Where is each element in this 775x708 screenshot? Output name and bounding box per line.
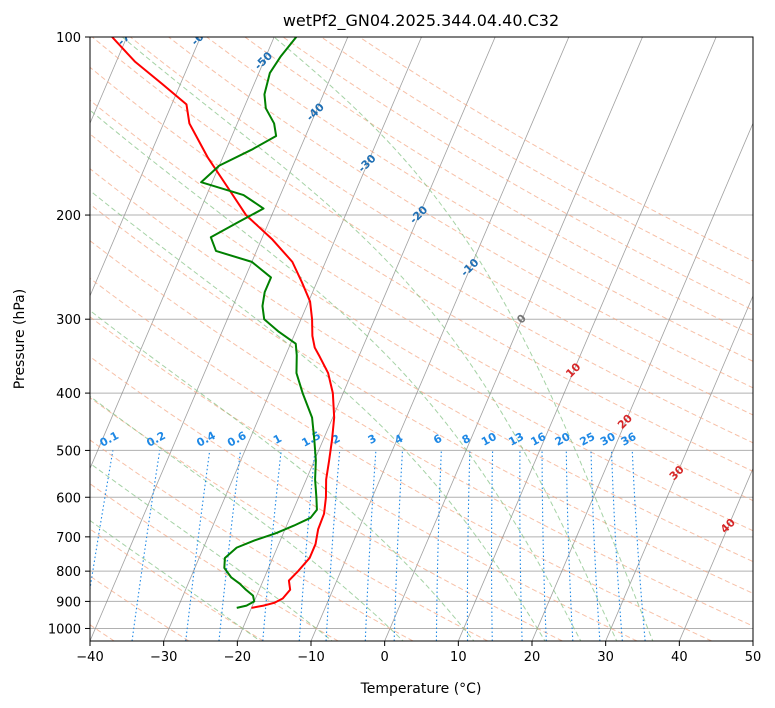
y-tick-label: 700 — [56, 531, 81, 546]
dry-adiabat — [90, 168, 753, 563]
dry-adiabat — [90, 66, 753, 472]
x-tick-label: −30 — [150, 650, 177, 665]
isotherm--60 — [90, 37, 201, 297]
dry-adiabat — [90, 203, 753, 594]
plot-area: 0.10.20.40.611.52346810131620253036-100-… — [90, 25, 753, 641]
x-tick-label: −40 — [76, 650, 103, 665]
x-tick-label: −20 — [224, 650, 251, 665]
moist-adiabat — [90, 462, 333, 641]
y-tick-label: 600 — [56, 491, 81, 506]
isotherm-20 — [531, 122, 753, 641]
mixing-ratio-line — [90, 450, 114, 593]
isotherm-label: -70 — [115, 25, 138, 48]
y-tick-label: 800 — [56, 565, 81, 580]
moist-adiabat — [121, 37, 618, 641]
y-tick-label: 1000 — [48, 622, 81, 637]
y-tick-label: 300 — [56, 313, 81, 328]
y-axis-label: Pressure (hPa) — [12, 289, 28, 389]
x-tick-label: 10 — [450, 650, 467, 665]
temperature-trace — [111, 37, 336, 609]
y-tick-label: 200 — [56, 209, 81, 224]
isotherm--30 — [163, 37, 422, 641]
moist-adiabat — [90, 190, 546, 641]
isotherm-30 — [605, 294, 753, 641]
x-tick-label: 40 — [671, 650, 688, 665]
mixing-ratio-label: 10 — [479, 430, 499, 449]
mixing-ratio-label: 25 — [578, 430, 598, 449]
dry-adiabat — [320, 37, 753, 286]
isotherm--40 — [90, 37, 349, 641]
mixing-ratio-label: 20 — [553, 430, 573, 449]
mixing-ratio-label: 36 — [619, 430, 639, 449]
y-tick-label: 100 — [56, 31, 81, 46]
dry-adiabat — [90, 277, 712, 641]
moist-adiabat — [273, 37, 654, 641]
dry-adiabat — [90, 439, 414, 641]
isotherm-0 — [384, 37, 643, 641]
dry-adiabat — [90, 483, 339, 641]
x-tick-label: 20 — [524, 650, 541, 665]
x-tick-label: 0 — [381, 650, 389, 665]
mixing-ratio-label: 16 — [529, 430, 549, 449]
isotherm-10 — [457, 37, 717, 641]
x-tick-label: 30 — [597, 650, 614, 665]
moist-adiabat — [90, 519, 262, 641]
y-tick-label: 900 — [56, 595, 81, 610]
mixing-ratio-line — [185, 450, 211, 641]
dry-adiabat — [90, 240, 753, 627]
dry-adiabat — [244, 37, 753, 336]
dry-adiabat — [90, 133, 753, 532]
isotherm--20 — [236, 37, 496, 641]
dry-adiabat — [90, 528, 264, 641]
dewpoint-trace — [200, 37, 318, 609]
moist-adiabat — [90, 109, 582, 641]
chart-title: wetPf2_GN04.2025.344.04.40.C32 — [283, 11, 559, 31]
isotherm-40 — [678, 467, 753, 641]
dry-adiabat — [206, 37, 753, 362]
plot-frame — [89, 36, 754, 642]
mixing-ratio-label: 13 — [506, 430, 526, 449]
dry-adiabat — [90, 99, 753, 502]
mixing-ratio-label: 30 — [598, 430, 618, 449]
moist-adiabat — [90, 309, 475, 641]
isotherm--50 — [90, 37, 275, 470]
x-tick-label: 50 — [745, 650, 762, 665]
isotherm-label: -60 — [189, 25, 212, 48]
mixing-ratio-line — [131, 450, 161, 641]
y-tick-label: 500 — [56, 444, 81, 459]
x-axis-label: Temperature (°C) — [360, 681, 482, 697]
dry-adiabat — [130, 37, 753, 416]
dry-adiabat — [359, 37, 753, 262]
axes: −40 −30 −20 −10 0 10 20 30 40 50 100 200 300 400 500 60… — [48, 31, 761, 665]
x-tick-label: −10 — [297, 650, 324, 665]
y-tick-label: 400 — [56, 387, 81, 402]
